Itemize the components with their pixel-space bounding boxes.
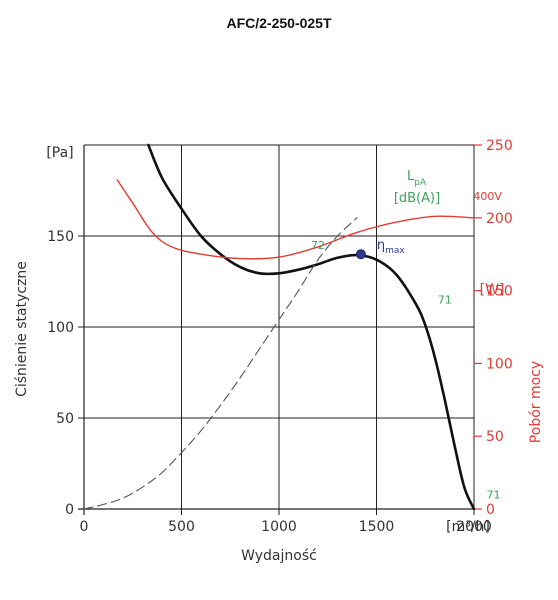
lpa-unit: [dB(A)] xyxy=(394,191,440,206)
series-line-power xyxy=(116,179,475,260)
noise-level-label: 71 xyxy=(487,488,501,501)
x-tick-label: 0 xyxy=(80,519,89,535)
x-tick-label: 500 xyxy=(168,519,195,535)
lpa-label: LpA xyxy=(407,169,427,188)
series-line-efficiency-max xyxy=(83,217,358,510)
noise-level-label: 71 xyxy=(438,294,452,307)
annotations: ηmax 72 71 71 400V xyxy=(311,190,502,501)
eta-max-point xyxy=(355,249,366,260)
eta-max-label: ηmax xyxy=(377,238,406,256)
x-tick-label: 1000 xyxy=(261,519,297,535)
y2-tick-label: 100 xyxy=(486,356,513,372)
y2-tick-label: 50 xyxy=(486,429,504,445)
series-line-pressure xyxy=(147,143,476,511)
eta-subscript: max xyxy=(385,246,405,256)
y-tick-label: 100 xyxy=(47,320,74,336)
y2-tick-label: 0 xyxy=(486,502,495,518)
series-group xyxy=(83,143,476,511)
y-axis-unit: [Pa] xyxy=(46,145,73,161)
power-series-label: 400V xyxy=(473,190,502,203)
y2-tick-label: 250 xyxy=(486,138,513,154)
noise-level-label: 72 xyxy=(311,239,325,252)
y2-tick-label: 150 xyxy=(486,284,513,300)
x-axis-label: Wydajność xyxy=(241,548,317,564)
y-tick-label: 50 xyxy=(56,411,74,427)
y2-axis-unit: [W] xyxy=(480,282,505,298)
chart-title: AFC/2-250-025T xyxy=(226,15,331,31)
y-axis-label: Ciśnienie statyczne xyxy=(14,261,30,397)
x-tick-label: 1500 xyxy=(359,519,395,535)
lpa-main: L xyxy=(407,169,415,184)
y-tick-label: 0 xyxy=(65,502,74,518)
y2-tick-label: 200 xyxy=(486,211,513,227)
x-tick-label: 2000 xyxy=(456,519,492,535)
y2-axis-label: Pobór mocy xyxy=(528,361,544,443)
y-tick-label: 150 xyxy=(47,229,74,245)
x-axis-unit: [m³/h] xyxy=(446,519,490,535)
lpa-sub: pA xyxy=(414,178,427,188)
eta-symbol: η xyxy=(377,238,385,253)
plot-frame xyxy=(78,145,474,515)
